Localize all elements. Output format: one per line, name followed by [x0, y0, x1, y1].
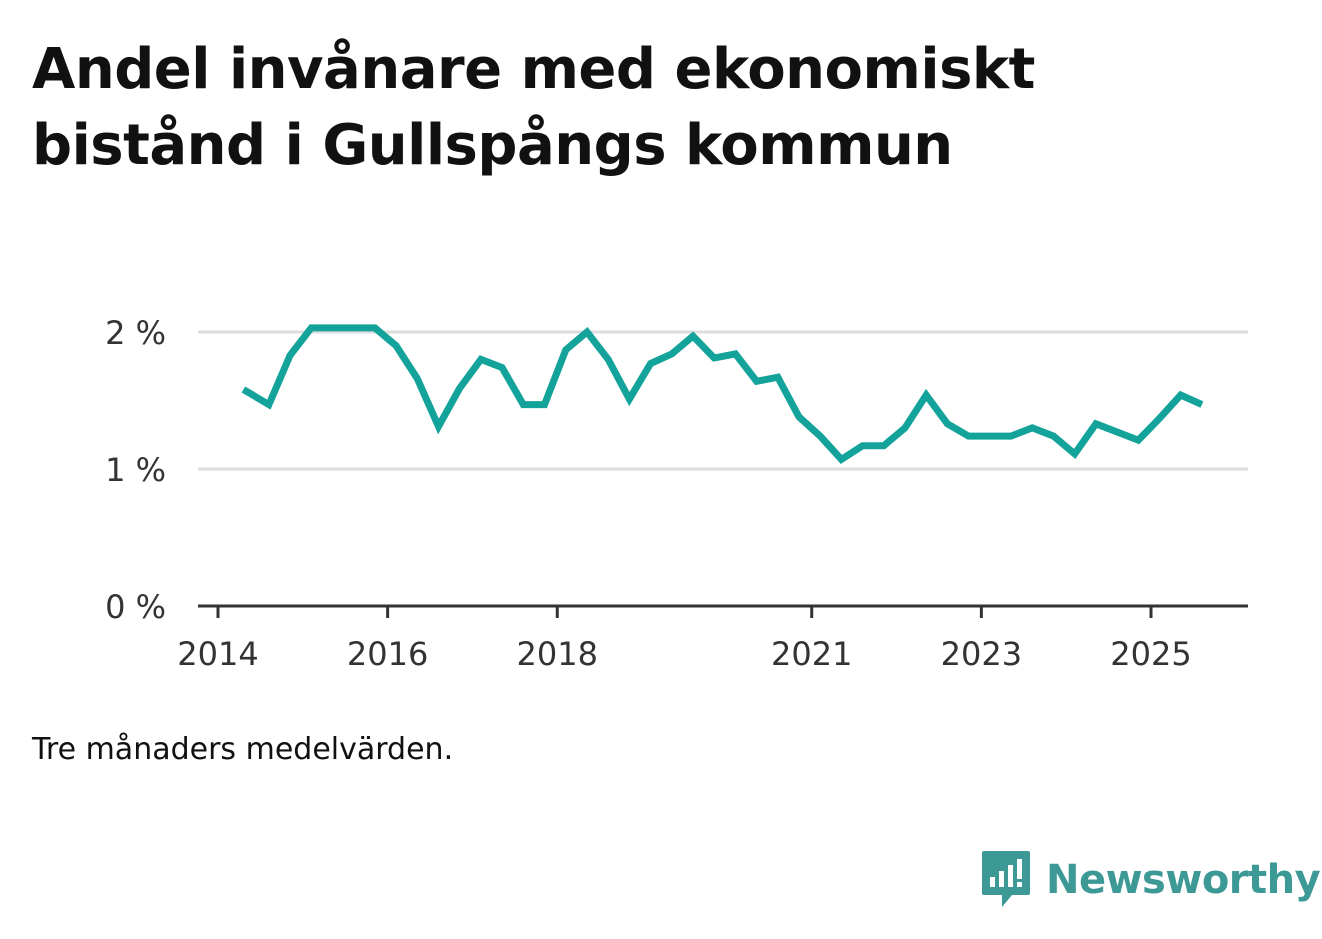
data-point[interactable] — [625, 395, 633, 403]
brand-name: Newsworthy — [1046, 857, 1321, 903]
data-point[interactable] — [371, 324, 379, 332]
data-point[interactable] — [647, 360, 655, 368]
gridlines — [198, 330, 1248, 471]
data-point[interactable] — [1049, 432, 1057, 440]
chart-title: Andel invånare med ekonomiskt bistånd i … — [32, 37, 1035, 178]
data-point[interactable] — [498, 364, 506, 372]
data-point[interactable] — [413, 375, 421, 383]
data-point[interactable] — [1155, 414, 1163, 422]
line-chart: 0 % 1 % 2 % 2014 2016 2018 2021 2023 2025 — [105, 314, 1248, 673]
data-point[interactable] — [668, 350, 676, 358]
data-point[interactable] — [307, 324, 315, 332]
data-point[interactable] — [986, 432, 994, 440]
x-tick-label: 2021 — [771, 635, 852, 673]
x-tick-label: 2025 — [1110, 635, 1191, 673]
data-point[interactable] — [329, 324, 337, 332]
data-point[interactable] — [350, 324, 358, 332]
data-point[interactable] — [1177, 391, 1185, 399]
data-point[interactable] — [689, 332, 697, 340]
data-point[interactable] — [1028, 424, 1036, 432]
x-axis — [198, 604, 1248, 618]
data-point[interactable] — [1134, 436, 1142, 444]
y-tick-label: 0 % — [105, 588, 166, 626]
data-point[interactable] — [392, 342, 400, 350]
x-tick-label: 2018 — [517, 635, 598, 673]
data-point[interactable] — [774, 373, 782, 381]
data-point[interactable] — [435, 423, 443, 431]
data-point[interactable] — [943, 420, 951, 428]
data-point[interactable] — [541, 401, 549, 409]
x-tick-label: 2016 — [347, 635, 428, 673]
x-tick-label: 2023 — [941, 635, 1022, 673]
data-point[interactable] — [710, 354, 718, 362]
footnote: Tre månaders medelvärden. — [32, 732, 454, 767]
data-point[interactable] — [965, 432, 973, 440]
x-tick-label: 2014 — [177, 635, 258, 673]
data-point[interactable] — [753, 377, 761, 385]
newsworthy-logo-icon — [982, 851, 1030, 907]
data-point[interactable] — [859, 442, 867, 450]
series-layer — [239, 324, 1206, 464]
data-point[interactable] — [239, 386, 247, 394]
data-point[interactable] — [583, 328, 591, 336]
data-point[interactable] — [604, 355, 612, 363]
y-axis-labels: 0 % 1 % 2 % — [105, 314, 166, 626]
data-point[interactable] — [1198, 401, 1206, 409]
data-point[interactable] — [795, 413, 803, 421]
data-point[interactable] — [477, 355, 485, 363]
data-point[interactable] — [880, 442, 888, 450]
data-point[interactable] — [901, 424, 909, 432]
y-tick-label: 2 % — [105, 314, 166, 352]
series-line — [241, 324, 1204, 464]
data-point[interactable] — [922, 391, 930, 399]
data-point[interactable] — [265, 401, 273, 409]
data-point[interactable] — [286, 351, 294, 359]
data-point[interactable] — [1007, 432, 1015, 440]
data-point[interactable] — [1071, 450, 1079, 458]
x-axis-labels: 2014 2016 2018 2021 2023 2025 — [177, 635, 1191, 673]
data-point[interactable] — [456, 384, 464, 392]
data-point[interactable] — [1113, 428, 1121, 436]
y-tick-label: 1 % — [105, 451, 166, 489]
data-point[interactable] — [837, 455, 845, 463]
data-point[interactable] — [731, 350, 739, 358]
data-point[interactable] — [816, 432, 824, 440]
data-point[interactable] — [519, 401, 527, 409]
data-point[interactable] — [562, 346, 570, 354]
data-point[interactable] — [1092, 420, 1100, 428]
newsworthy-logo[interactable]: Newsworthy — [980, 848, 1321, 912]
